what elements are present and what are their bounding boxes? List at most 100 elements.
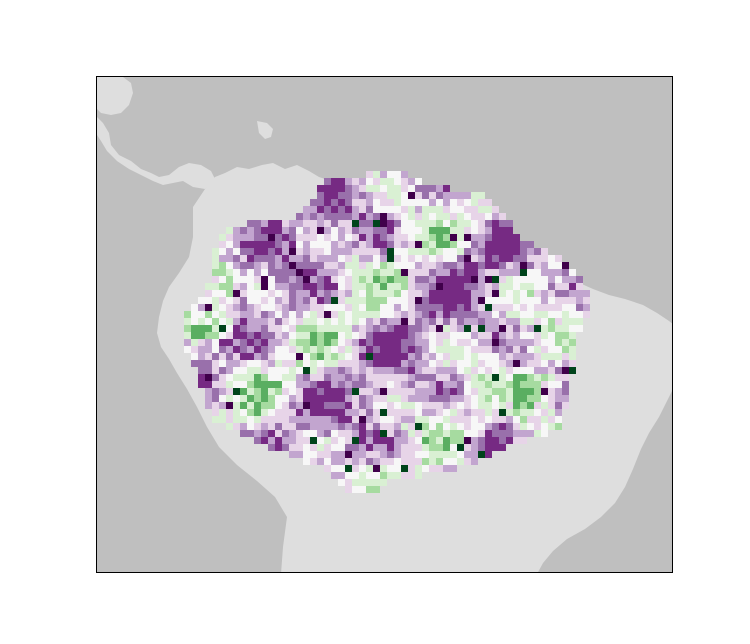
- raster-cell: [268, 297, 275, 304]
- raster-cell: [310, 227, 317, 234]
- raster-cell: [338, 339, 345, 346]
- raster-cell: [555, 332, 562, 339]
- raster-cell: [429, 325, 436, 332]
- raster-cell: [443, 395, 450, 402]
- raster-cell: [387, 290, 394, 297]
- raster-cell: [352, 353, 359, 360]
- raster-cell: [310, 423, 317, 430]
- raster-cell: [429, 227, 436, 234]
- raster-cell: [506, 311, 513, 318]
- raster-cell: [401, 192, 408, 199]
- raster-cell: [205, 388, 212, 395]
- raster-cell: [471, 192, 478, 199]
- raster-cell: [485, 283, 492, 290]
- raster-cell: [268, 283, 275, 290]
- raster-cell: [394, 199, 401, 206]
- raster-cell: [541, 318, 548, 325]
- raster-cell: [359, 423, 366, 430]
- raster-cell: [394, 472, 401, 479]
- raster-cell: [394, 220, 401, 227]
- raster-cell: [352, 360, 359, 367]
- raster-cell: [478, 346, 485, 353]
- raster-cell: [471, 332, 478, 339]
- raster-cell: [464, 374, 471, 381]
- raster-cell: [359, 297, 366, 304]
- raster-cell: [352, 486, 359, 493]
- raster-cell: [219, 409, 226, 416]
- raster-cell: [422, 199, 429, 206]
- raster-cell: [261, 283, 268, 290]
- raster-cell: [331, 227, 338, 234]
- raster-cell: [492, 269, 499, 276]
- raster-cell: [464, 276, 471, 283]
- raster-cell: [394, 178, 401, 185]
- raster-cell: [247, 423, 254, 430]
- raster-cell: [415, 339, 422, 346]
- raster-cell: [289, 262, 296, 269]
- raster-cell: [303, 227, 310, 234]
- raster-cell: [499, 395, 506, 402]
- raster-cell: [373, 486, 380, 493]
- raster-cell: [485, 430, 492, 437]
- raster-cell: [485, 402, 492, 409]
- raster-cell: [226, 248, 233, 255]
- raster-cell: [331, 367, 338, 374]
- raster-cell: [415, 451, 422, 458]
- raster-cell: [408, 409, 415, 416]
- raster-cell: [387, 248, 394, 255]
- raster-cell: [548, 297, 555, 304]
- raster-cell: [345, 241, 352, 248]
- raster-cell: [520, 381, 527, 388]
- raster-cell: [450, 409, 457, 416]
- raster-cell: [548, 388, 555, 395]
- raster-cell: [471, 318, 478, 325]
- raster-cell: [548, 332, 555, 339]
- raster-cell: [324, 381, 331, 388]
- raster-cell: [548, 395, 555, 402]
- raster-cell: [345, 325, 352, 332]
- raster-cell: [492, 234, 499, 241]
- raster-cell: [275, 255, 282, 262]
- raster-cell: [401, 465, 408, 472]
- raster-cell: [359, 262, 366, 269]
- raster-cell: [317, 367, 324, 374]
- raster-cell: [422, 437, 429, 444]
- raster-cell: [296, 311, 303, 318]
- raster-cell: [205, 318, 212, 325]
- raster-cell: [520, 395, 527, 402]
- raster-cell: [513, 381, 520, 388]
- raster-cell: [268, 388, 275, 395]
- raster-cell: [492, 241, 499, 248]
- raster-cell: [240, 423, 247, 430]
- raster-cell: [471, 444, 478, 451]
- raster-cell: [275, 248, 282, 255]
- raster-cell: [471, 276, 478, 283]
- raster-cell: [478, 213, 485, 220]
- raster-cell: [408, 206, 415, 213]
- raster-cell: [296, 276, 303, 283]
- raster-cell: [450, 311, 457, 318]
- raster-cell: [331, 451, 338, 458]
- raster-cell: [352, 185, 359, 192]
- raster-cell: [394, 451, 401, 458]
- raster-cell: [247, 318, 254, 325]
- raster-cell: [506, 437, 513, 444]
- raster-cell: [345, 465, 352, 472]
- raster-cell: [359, 444, 366, 451]
- raster-cell: [436, 192, 443, 199]
- raster-cell: [527, 290, 534, 297]
- raster-cell: [422, 269, 429, 276]
- raster-cell: [240, 276, 247, 283]
- raster-cell: [541, 423, 548, 430]
- raster-cell: [317, 374, 324, 381]
- raster-cell: [380, 353, 387, 360]
- raster-cell: [401, 360, 408, 367]
- raster-cell: [345, 213, 352, 220]
- raster-cell: [443, 283, 450, 290]
- raster-cell: [436, 241, 443, 248]
- raster-cell: [429, 283, 436, 290]
- raster-cell: [205, 395, 212, 402]
- raster-cell: [499, 409, 506, 416]
- raster-cell: [254, 374, 261, 381]
- raster-cell: [506, 416, 513, 423]
